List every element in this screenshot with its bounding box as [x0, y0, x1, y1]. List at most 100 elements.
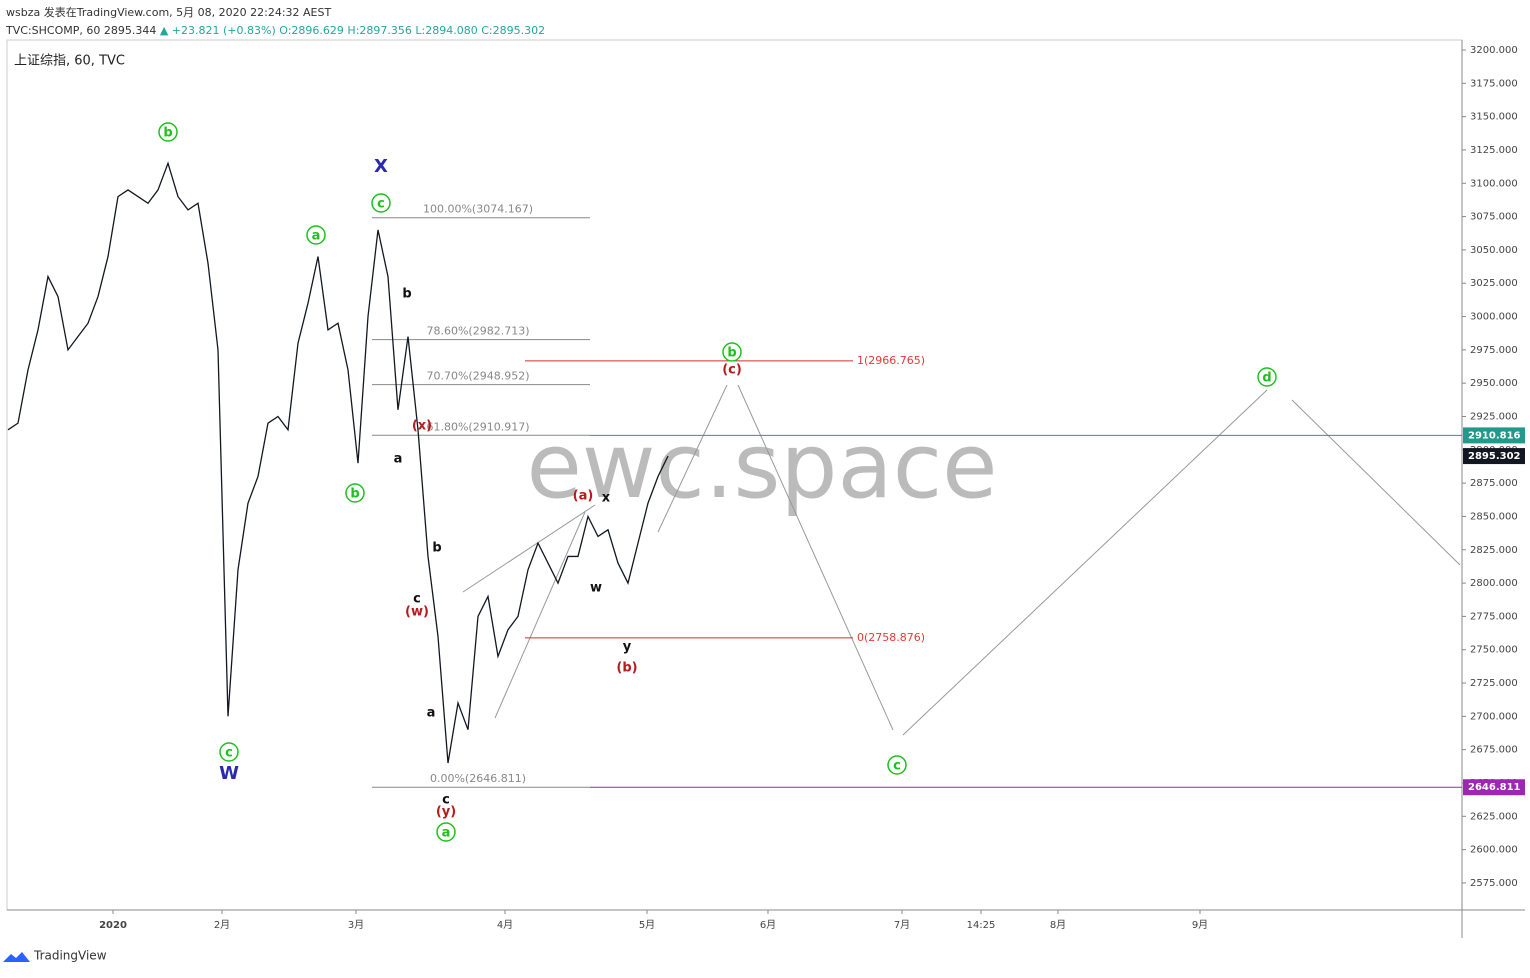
price-badge [1463, 448, 1525, 465]
wave-label: x [602, 491, 611, 506]
wave-label: (b) [616, 661, 637, 676]
price-badge-label: 2910.816 [1468, 430, 1521, 441]
wave-label: d [1262, 371, 1271, 386]
wave-circle [345, 483, 365, 503]
x-tick-label: 2020 [99, 920, 127, 931]
y-tick-label: 2950.000 [1470, 378, 1518, 389]
wave-label: (a) [573, 489, 594, 504]
projection-arrow [657, 384, 728, 533]
wave-label: y [623, 640, 632, 655]
projection-arrow [737, 384, 894, 731]
brand: TradingView [33, 949, 107, 963]
wave-label: c [377, 197, 385, 212]
wave-label: b [350, 487, 359, 502]
wave-label: W [219, 763, 239, 784]
x-tick-label: 8月 [1050, 919, 1066, 931]
y-tick-label: 3000.000 [1470, 312, 1518, 323]
y-tick-label: 2725.000 [1470, 678, 1518, 689]
wave-label: b [432, 541, 441, 556]
y-tick-label: 2675.000 [1470, 745, 1518, 756]
y-tick-label: 3075.000 [1470, 212, 1518, 223]
y-tick-label: 3150.000 [1470, 112, 1518, 123]
trend-line [462, 504, 596, 593]
x-tick-label: 9月 [1192, 919, 1208, 931]
ohlc: TVC:SHCOMP, 60 2895.344 ▲ +23.821 (+0.83… [5, 24, 545, 37]
y-tick-label: 2800.000 [1470, 578, 1518, 589]
brand-logo [3, 952, 30, 962]
y-tick-label: 2925.000 [1470, 411, 1518, 422]
wave-label: b [402, 287, 411, 302]
projection-arrow [902, 389, 1268, 736]
y-tick-label: 3125.000 [1470, 145, 1518, 156]
wave-label: (x) [412, 419, 432, 434]
wave-label: X [374, 156, 388, 177]
author: wsbza 发表在TradingView.com, 5月 08, 2020 22… [6, 5, 331, 19]
change: ▲ +23.821 (+0.83%) [160, 24, 276, 37]
y-tick-label: 2975.000 [1470, 345, 1518, 356]
price-line-series [7, 161, 669, 764]
watermark: ewc.space [526, 414, 997, 519]
price-badge-label: 2895.302 [1468, 451, 1521, 462]
target-label: 1(2966.765) [857, 354, 925, 367]
y-tick-label: 2850.000 [1470, 511, 1518, 522]
drawings [462, 384, 1461, 736]
symbol: TVC:SHCOMP, 60 [5, 24, 100, 37]
open: O:2896.629 [279, 24, 344, 37]
wave-circle [887, 755, 907, 775]
wave-label: a [312, 229, 321, 244]
wave-label: c [225, 746, 233, 761]
x-tick-label: 3月 [348, 919, 364, 931]
y-tick-label: 2600.000 [1470, 845, 1518, 856]
wave-circle [722, 342, 742, 362]
x-tick-label: 6月 [760, 919, 776, 931]
wave-label: c [893, 759, 901, 774]
target-label: 0(2758.876) [857, 631, 925, 644]
wave-label: b [727, 346, 736, 361]
x-tick-label: 2月 [214, 919, 230, 931]
y-tick-label: 2825.000 [1470, 545, 1518, 556]
high: H:2897.356 [347, 24, 411, 37]
trend-line [494, 511, 586, 719]
y-tick-label: 3050.000 [1470, 245, 1518, 256]
wave-label: a [394, 452, 403, 467]
wave-label: c [413, 592, 421, 607]
price-badge-label: 2646.811 [1468, 782, 1521, 793]
wave-label: a [442, 826, 451, 841]
y-tick-label: 2700.000 [1470, 711, 1518, 722]
y-tick-label: 3100.000 [1470, 178, 1518, 189]
wave-label: (c) [722, 363, 742, 378]
y-tick-label: 2775.000 [1470, 611, 1518, 622]
fib-label: 78.60%(2982.713) [426, 325, 529, 338]
y-tick-label: 2750.000 [1470, 645, 1518, 656]
wave-label: (y) [436, 805, 456, 820]
x-tick-label: 5月 [639, 919, 655, 931]
x-tick-label: 7月 [894, 919, 910, 931]
y-tick-label: 2625.000 [1470, 811, 1518, 822]
wave-label: (w) [405, 605, 429, 620]
legend: 上证综指, 60, TVC [14, 54, 125, 69]
y-tick-label: 2875.000 [1470, 478, 1518, 489]
x-tick-label: 14:25 [967, 920, 996, 931]
last: 2895.344 [104, 24, 157, 37]
price-badge [1463, 427, 1525, 444]
wave-circle [1257, 367, 1277, 387]
fib-label: 61.80%(2910.917) [426, 420, 529, 433]
wave-circle [371, 193, 391, 213]
fib-label: 100.00%(3074.167) [423, 203, 533, 216]
x-tick-label: 4月 [497, 919, 513, 931]
y-tick-label: 3025.000 [1470, 278, 1518, 289]
projection-arrow [1291, 399, 1461, 566]
wave-label: a [427, 706, 436, 721]
wave-circle [219, 742, 239, 762]
wave-label: w [590, 581, 602, 596]
y-tick-label: 2575.000 [1470, 878, 1518, 889]
wave-label: c [442, 793, 450, 808]
close: C:2895.302 [481, 24, 545, 37]
fib-label: 0.00%(2646.811) [430, 772, 526, 785]
wave-circle [306, 225, 326, 245]
wave-label: b [163, 126, 172, 141]
price-badge [1463, 779, 1525, 796]
wave-circle [158, 122, 178, 142]
